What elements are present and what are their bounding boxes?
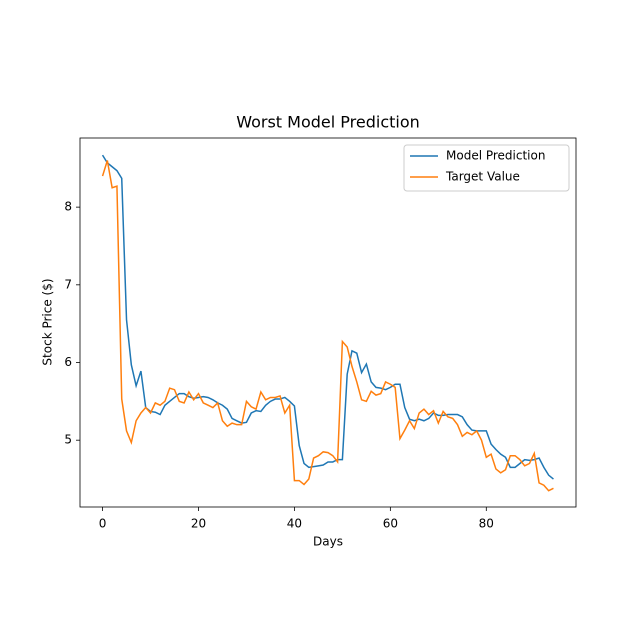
x-tick-label: 20 [191, 517, 206, 531]
y-tick-label: 6 [64, 355, 72, 369]
legend-label: Target Value [445, 170, 520, 184]
x-tick-label: 80 [479, 517, 494, 531]
legend-box [403, 144, 570, 192]
x-axis-label: Days [313, 535, 343, 549]
y-axis-label: Stock Price ($) [41, 278, 55, 365]
data-line [101, 160, 554, 492]
y-tick-label: 7 [64, 277, 72, 291]
y-tick-label: 5 [64, 433, 72, 447]
x-tick-label: 40 [287, 517, 302, 531]
plot-frame [79, 137, 577, 508]
chart-title: Worst Model Prediction [236, 113, 420, 132]
legend: Model Prediction Target Value [403, 144, 570, 192]
legend-label: Model Prediction [446, 149, 545, 163]
y-tick-label: 8 [64, 200, 72, 214]
x-tick-label: 0 [99, 517, 107, 531]
x-tick-label: 60 [383, 517, 398, 531]
data-line [101, 154, 554, 480]
